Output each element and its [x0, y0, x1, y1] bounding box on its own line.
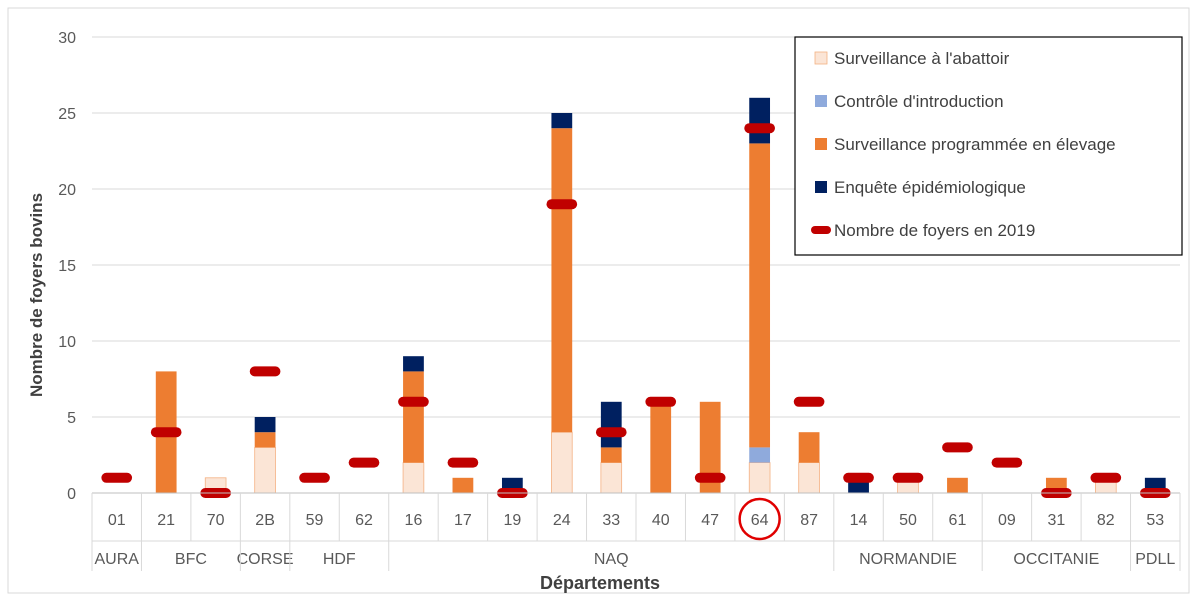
x-tick-label: 40	[652, 512, 670, 529]
bar-segment	[551, 128, 573, 433]
bar-segment	[254, 446, 276, 494]
reference-marker	[447, 457, 479, 468]
x-group-label: PDLL	[1135, 551, 1175, 568]
reference-marker	[892, 472, 924, 483]
bar-segment	[551, 431, 573, 494]
legend-swatch	[815, 181, 827, 193]
x-tick-label: 21	[157, 512, 175, 529]
bar-segment	[749, 143, 771, 448]
x-group-label: OCCITANIE	[1013, 551, 1099, 568]
x-tick-label: 09	[998, 512, 1016, 529]
x-tick-label: 82	[1097, 512, 1115, 529]
reference-marker	[546, 199, 578, 210]
legend-swatch	[814, 51, 828, 65]
x-tick-label: 33	[602, 512, 620, 529]
x-axis: 01 21 70 2B 59 62 16 17 19 24 33 40 47 64 87 14 50 61 09 31…	[91, 492, 1181, 571]
x-group-label: CORSE	[237, 551, 294, 568]
x-group-label: HDF	[323, 551, 356, 568]
x-group-label: AURA	[95, 551, 140, 568]
bar-segment	[452, 477, 474, 493]
legend-label: Nombre de foyers en 2019	[834, 221, 1035, 240]
x-tick-label: 14	[850, 512, 868, 529]
reference-marker	[793, 396, 825, 407]
x-tick-label: 50	[899, 512, 917, 529]
legend-label: Surveillance à l'abattoir	[834, 49, 1010, 68]
x-tick-label: 19	[503, 512, 521, 529]
legend-swatch	[811, 226, 831, 234]
legend-box	[794, 36, 1183, 256]
bar-segment	[402, 462, 425, 494]
y-tick-label: 20	[58, 182, 76, 199]
x-tick-label: 87	[800, 512, 818, 529]
x-tick-label: 17	[454, 512, 472, 529]
bar-segment	[254, 432, 276, 448]
x-tick-label: 2B	[255, 512, 275, 529]
x-tick-label: 70	[207, 512, 225, 529]
legend-label: Contrôle d'introduction	[834, 92, 1004, 111]
x-group-label: BFC	[175, 551, 207, 568]
x-tick-label: 62	[355, 512, 373, 529]
bar-segment	[600, 401, 622, 448]
y-tick-label: 5	[67, 410, 76, 427]
bar-segment	[650, 401, 672, 493]
reference-marker	[299, 472, 330, 483]
reference-marker	[694, 472, 726, 483]
x-tick-label: 64	[751, 512, 769, 529]
legend: Surveillance à l'abattoir Contrôle d'intr…	[794, 36, 1183, 256]
legend-label: Enquête épidémiologique	[834, 178, 1026, 197]
reference-marker	[1090, 472, 1122, 483]
y-axis-title: Nombre de foyers bovins	[27, 193, 46, 397]
bar-segment	[699, 401, 721, 493]
reference-marker	[645, 396, 677, 407]
legend-swatch	[815, 95, 827, 107]
reference-marker	[398, 396, 429, 407]
x-tick-label: 24	[553, 512, 571, 529]
reference-marker	[942, 442, 973, 453]
x-tick-label: 01	[108, 512, 126, 529]
y-tick-label: 30	[58, 30, 76, 47]
bar-segment	[749, 97, 771, 144]
bar-segment	[403, 371, 424, 463]
x-tick-label: 47	[701, 512, 719, 529]
bar-segment	[947, 477, 968, 493]
reference-marker	[150, 427, 182, 438]
bar-segment	[798, 432, 820, 463]
bar-segment	[798, 462, 820, 494]
x-axis-title: Départements	[540, 573, 660, 593]
reference-marker	[101, 472, 133, 483]
x-tick-label: 31	[1047, 512, 1065, 529]
bar-segment	[600, 462, 623, 494]
bar-segment	[748, 462, 771, 494]
legend-label: Surveillance programmée en élevage	[834, 135, 1116, 154]
y-tick-label: 10	[58, 334, 76, 351]
reference-marker	[991, 457, 1023, 468]
bar-segment	[551, 113, 573, 129]
bar-segment	[254, 417, 276, 433]
legend-swatch	[815, 138, 827, 150]
reference-marker	[744, 123, 775, 134]
y-tick-label: 25	[58, 106, 76, 123]
y-tick-label: 0	[67, 486, 76, 503]
reference-marker	[348, 457, 380, 468]
x-tick-label: 53	[1146, 512, 1164, 529]
reference-marker	[249, 366, 281, 377]
highlight-circle	[738, 497, 781, 541]
x-group-label: NAQ	[594, 551, 629, 568]
y-axis-ticks: 0 5 10 15 20 25 30	[58, 30, 76, 503]
reference-marker	[595, 427, 627, 438]
reference-marker	[843, 472, 874, 483]
bars	[155, 97, 1166, 494]
bar-segment	[749, 447, 771, 463]
x-group-label: NORMANDIE	[859, 551, 957, 568]
bar-segment	[600, 447, 622, 463]
bar-segment	[403, 356, 424, 372]
x-tick-label: 61	[949, 512, 967, 529]
y-tick-label: 15	[58, 258, 76, 275]
x-tick-label: 16	[405, 512, 423, 529]
x-tick-label: 59	[306, 512, 324, 529]
